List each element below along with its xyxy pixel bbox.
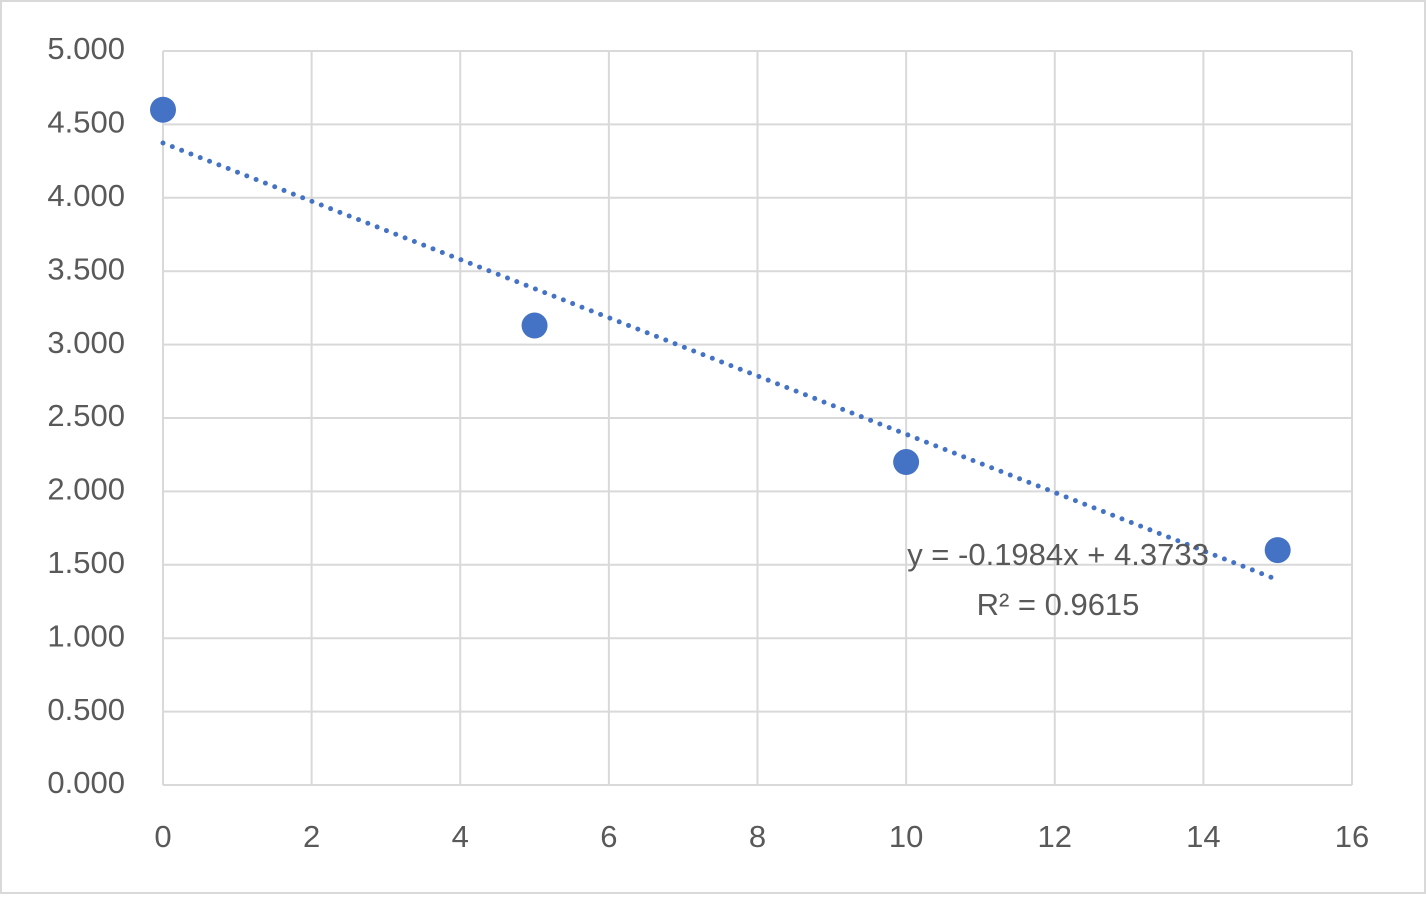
y-tick-label: 4.000 xyxy=(47,178,125,213)
x-tick-label: 10 xyxy=(889,819,923,854)
y-tick-label: 2.500 xyxy=(47,398,125,433)
y-tick-label: 1.000 xyxy=(47,618,125,653)
x-tick-label: 4 xyxy=(452,819,469,854)
trendline-r-squared: R² = 0.9615 xyxy=(977,587,1140,622)
trendline-equation: y = -0.1984x + 4.3733 xyxy=(907,537,1209,572)
y-tick-label: 3.500 xyxy=(47,251,125,286)
x-tick-label: 6 xyxy=(600,819,617,854)
x-tick-label: 16 xyxy=(1335,819,1369,854)
y-tick-label: 0.500 xyxy=(47,692,125,727)
plot xyxy=(150,96,1291,583)
data-point xyxy=(521,312,548,339)
data-point xyxy=(893,449,920,476)
y-tick-label: 0.000 xyxy=(47,765,125,800)
grid xyxy=(162,50,1353,786)
y-tick-label: 3.000 xyxy=(47,325,125,360)
y-tick-label: 5.000 xyxy=(47,31,125,66)
y-tick-label: 4.500 xyxy=(47,105,125,140)
x-tick-label: 12 xyxy=(1038,819,1072,854)
y-tick-label: 1.500 xyxy=(47,545,125,580)
x-tick-label: 2 xyxy=(303,819,320,854)
x-tick-label: 8 xyxy=(749,819,766,854)
x-tick-label: 14 xyxy=(1186,819,1220,854)
trendline xyxy=(160,140,1281,583)
x-tick-label: 0 xyxy=(154,819,171,854)
data-point xyxy=(1264,537,1291,564)
data-point xyxy=(150,96,176,123)
y-tick-label: 2.000 xyxy=(47,472,125,507)
